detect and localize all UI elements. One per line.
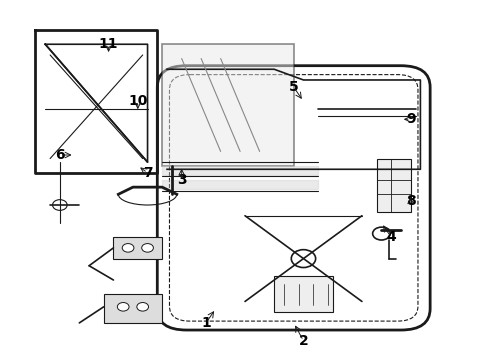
Text: 7: 7 bbox=[143, 166, 152, 180]
FancyBboxPatch shape bbox=[376, 158, 411, 212]
Text: 10: 10 bbox=[128, 94, 147, 108]
Circle shape bbox=[142, 244, 153, 252]
Text: 9: 9 bbox=[406, 112, 416, 126]
Polygon shape bbox=[114, 237, 162, 258]
Text: 1: 1 bbox=[201, 316, 211, 330]
Text: 4: 4 bbox=[386, 230, 396, 244]
Text: 5: 5 bbox=[289, 80, 298, 94]
Circle shape bbox=[117, 302, 129, 311]
Text: 8: 8 bbox=[406, 194, 416, 208]
Text: 6: 6 bbox=[55, 148, 65, 162]
Circle shape bbox=[137, 302, 148, 311]
Circle shape bbox=[122, 244, 134, 252]
Text: 2: 2 bbox=[298, 334, 308, 348]
Polygon shape bbox=[162, 44, 294, 166]
FancyBboxPatch shape bbox=[274, 276, 333, 312]
Circle shape bbox=[52, 200, 67, 210]
Text: 11: 11 bbox=[99, 37, 118, 51]
Text: 3: 3 bbox=[177, 173, 187, 187]
Polygon shape bbox=[104, 294, 162, 323]
